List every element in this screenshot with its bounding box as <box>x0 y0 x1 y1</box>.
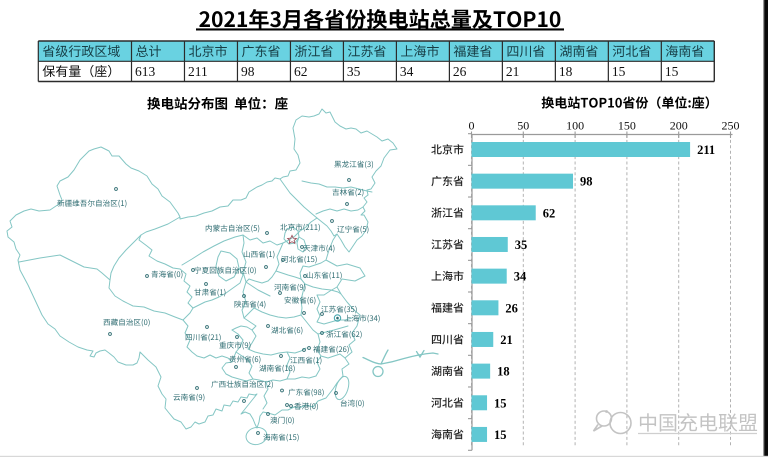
svg-text:0: 0 <box>469 119 475 133</box>
svg-text:34: 34 <box>514 270 527 284</box>
svg-text:100: 100 <box>566 119 584 133</box>
svg-text:15: 15 <box>494 428 507 442</box>
svg-text:250: 250 <box>722 119 740 133</box>
svg-text:211: 211 <box>697 143 715 157</box>
svg-text:26: 26 <box>453 64 467 79</box>
svg-text:62: 62 <box>543 206 556 220</box>
svg-text:50: 50 <box>517 119 529 133</box>
svg-text:15: 15 <box>665 64 679 79</box>
svg-text:18: 18 <box>559 64 573 79</box>
svg-text:98: 98 <box>580 175 593 189</box>
svg-text:62: 62 <box>294 64 308 79</box>
svg-text:34: 34 <box>400 64 414 79</box>
svg-text:211: 211 <box>188 64 208 79</box>
svg-text:98: 98 <box>241 64 255 79</box>
svg-text:21: 21 <box>506 64 520 79</box>
svg-text:613: 613 <box>135 64 156 79</box>
svg-text:15: 15 <box>494 396 507 410</box>
svg-text:26: 26 <box>505 301 518 315</box>
svg-text:21: 21 <box>500 333 512 347</box>
svg-text:35: 35 <box>515 238 528 252</box>
svg-text:18: 18 <box>497 365 510 379</box>
svg-text:200: 200 <box>670 119 688 133</box>
svg-text:150: 150 <box>618 119 636 133</box>
svg-text:35: 35 <box>347 64 361 79</box>
svg-text:15: 15 <box>612 64 626 79</box>
